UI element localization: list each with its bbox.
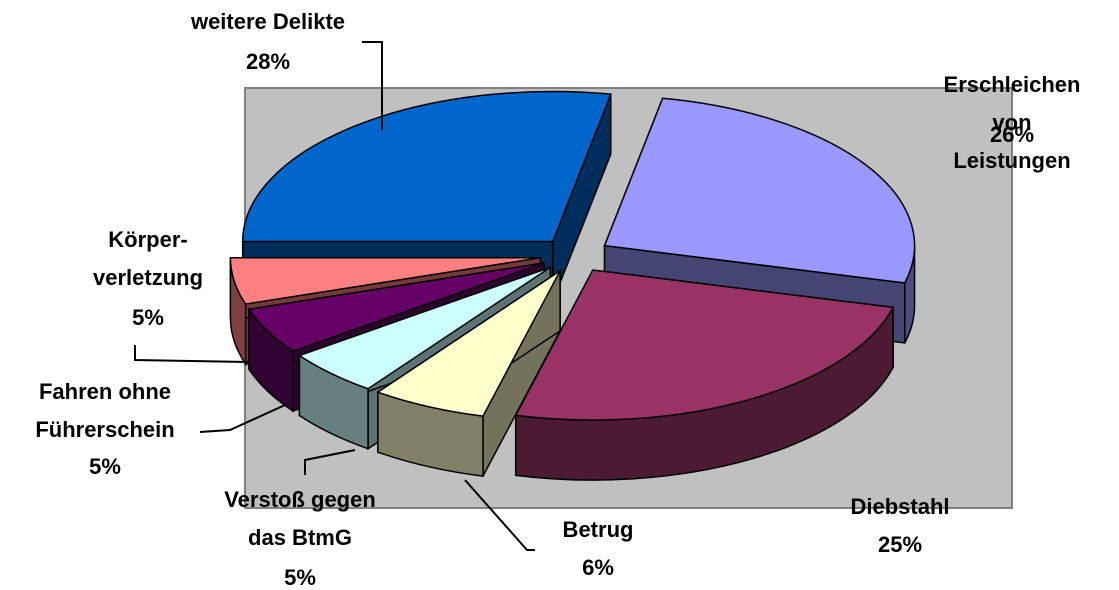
value-label: 28%	[245, 49, 291, 74]
pie	[229, 90, 916, 481]
slice	[229, 256, 541, 305]
slice	[376, 270, 561, 417]
value-label: 25%	[877, 532, 923, 557]
value-label: 26%	[989, 122, 1035, 147]
category-label: Fahren ohne Führerschein	[35, 379, 175, 442]
category-label: weitere Delikte	[190, 9, 346, 34]
value-label: 5%	[132, 305, 164, 330]
slice	[603, 97, 916, 284]
slice	[241, 90, 612, 243]
slice	[247, 262, 545, 352]
category-label: Betrug	[562, 517, 634, 542]
value-label: 5%	[284, 565, 316, 590]
slice	[297, 266, 551, 390]
category-label: Körper- verletzung	[92, 227, 204, 290]
value-label: 5%	[89, 454, 121, 479]
category-label: Erschleichen von Leistungen	[943, 72, 1081, 173]
slice	[514, 269, 895, 421]
category-label: Verstoß gegen das BtmG	[224, 487, 376, 550]
leader-lines	[134, 41, 535, 551]
value-label: 6%	[582, 555, 614, 580]
category-label: Diebstahl	[850, 494, 950, 519]
